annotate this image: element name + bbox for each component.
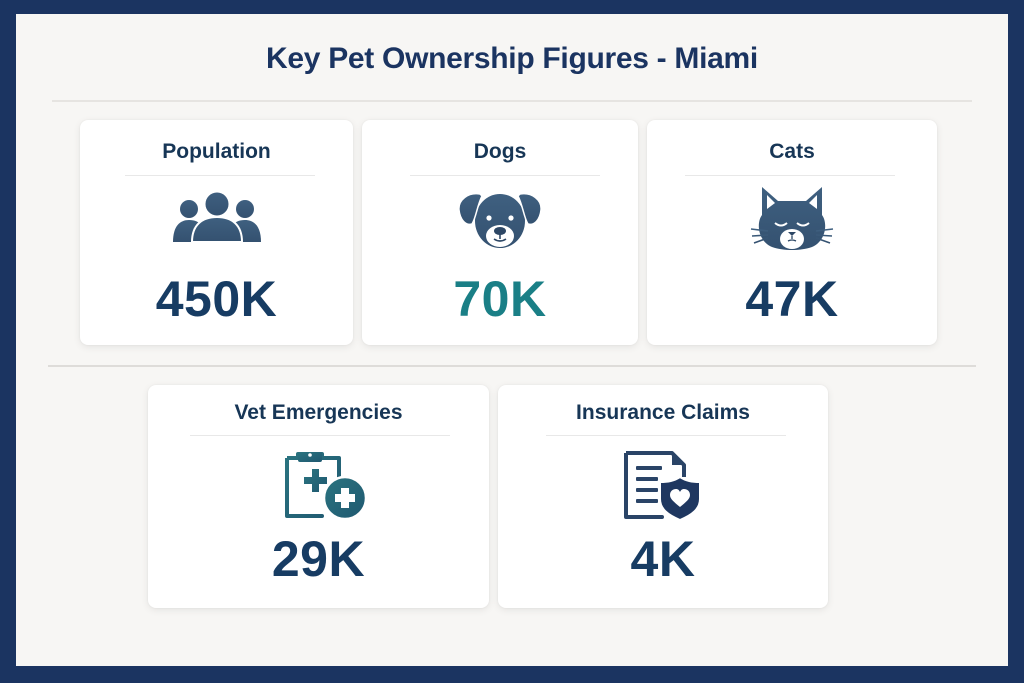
people-group-icon [172, 190, 261, 242]
stat-card-vet-emergencies: Vet Emergencies 29K [148, 385, 489, 608]
card-value: 450K [155, 271, 278, 327]
card-divider [190, 435, 450, 436]
card-value: 29K [271, 531, 366, 587]
stat-card-population: Population 450K [80, 120, 353, 345]
title-divider [52, 100, 972, 102]
stat-card-dogs: Dogs 70K [362, 120, 638, 345]
card-label: Vet Emergencies [234, 401, 403, 424]
card-divider [685, 175, 895, 176]
card-value: 4K [630, 531, 696, 587]
card-label: Population [162, 140, 271, 163]
page-title: Key Pet Ownership Figures - Miami [266, 42, 758, 75]
row-divider [48, 365, 976, 367]
stat-card-insurance-claims: Insurance Claims 4K [498, 385, 828, 608]
card-value: 70K [453, 271, 547, 327]
document-shield-icon [624, 451, 701, 521]
cat-face-icon [750, 187, 834, 250]
card-divider [546, 435, 786, 436]
card-label: Dogs [473, 140, 527, 163]
card-divider [410, 175, 600, 176]
card-value: 47K [745, 271, 839, 327]
card-divider [125, 175, 315, 176]
card-label: Insurance Claims [576, 401, 750, 424]
stat-card-cats: Cats 47K [647, 120, 937, 345]
card-label: Cats [769, 140, 815, 163]
medical-clipboard-icon [284, 452, 367, 520]
dog-face-icon [458, 192, 542, 248]
